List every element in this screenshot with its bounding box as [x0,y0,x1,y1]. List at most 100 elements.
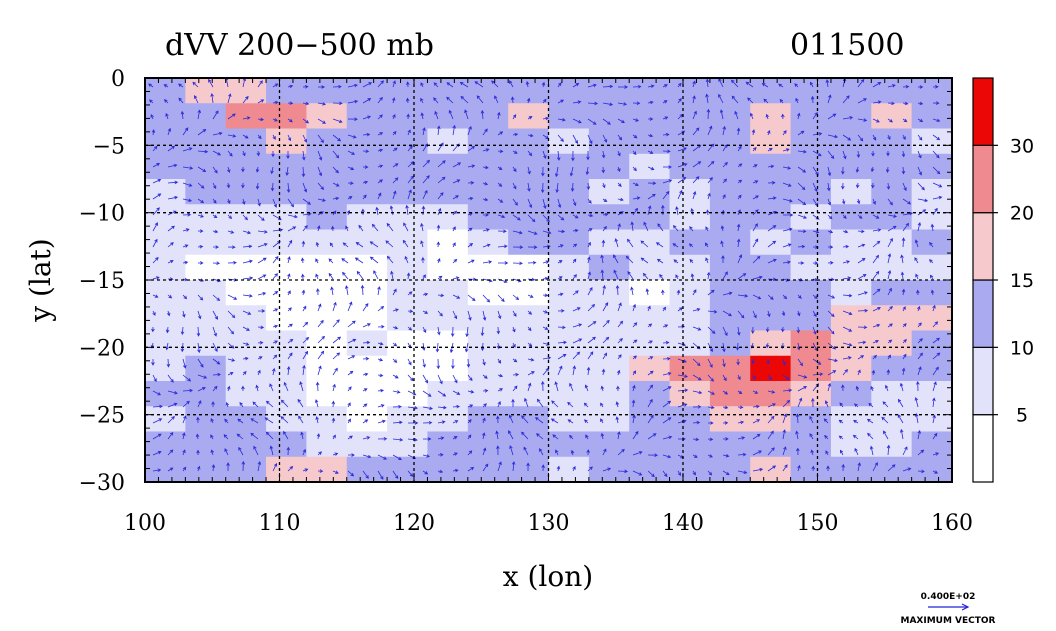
field-cell [871,406,913,433]
vector-arrow [677,176,687,184]
vector-arrow [512,150,518,154]
vector-arrow [632,303,636,312]
field-cell [427,153,469,180]
vector-arrow [797,112,801,120]
vector-arrow [227,214,233,219]
vector-arrow [392,358,398,363]
vector-arrow [749,112,754,120]
vector-arrow [227,113,236,120]
vector-arrow [625,255,634,264]
vector-arrow [317,335,325,344]
vector-arrow [872,198,876,205]
vector-arrow [467,294,476,302]
field-cell [669,330,711,357]
vector-arrow [152,450,162,456]
y-tick-labels: 0−5−10−15−20−25−30 [79,67,125,496]
vector-arrow [930,223,935,232]
field-cell [588,179,630,205]
field-cell [669,229,711,256]
vector-arrow [570,449,575,456]
vector-arrow [437,275,443,280]
vector-arrow [542,310,549,314]
vector-arrow [406,272,411,280]
vector-arrow [527,326,532,332]
field-cell [266,456,307,483]
vector-arrow [241,182,245,189]
vector-arrow [521,415,529,424]
vector-arrow [617,182,622,188]
vector-arrow [166,310,171,317]
vector-arrow [557,99,565,104]
field-cell [629,280,671,306]
vector-arrow [452,436,458,440]
vector-arrow [782,388,793,393]
vector-arrow [692,326,702,331]
vector-arrow [302,364,306,376]
vector-arrow [464,109,469,120]
vector-arrow [767,147,773,152]
vector-arrow [422,274,426,280]
vector-arrow [587,466,593,472]
vector-arrow [257,257,267,264]
vector-arrow [332,210,337,216]
vector-arrow [841,198,846,205]
vector-arrow [602,284,606,296]
vector-arrow [437,326,441,336]
vector-arrow [672,224,679,232]
vector-arrow [302,350,309,360]
vector-arrow [406,113,410,120]
field-cell [306,128,348,155]
vector-arrow [601,368,606,376]
vector-arrow [316,433,321,440]
vector-arrow [867,432,874,440]
vector-arrow [512,214,521,221]
vector-arrow [167,163,178,168]
vector-arrow [392,163,399,168]
vector-arrow [242,342,250,346]
vector-arrow [677,358,687,363]
field-cell [629,355,671,382]
vector-arrow [257,198,261,207]
field-cell [185,153,227,180]
field-cell [548,78,590,104]
vector-arrow [587,134,593,145]
vector-arrow [406,81,410,88]
vector-arrow [482,403,487,408]
vector-arrow [212,385,218,392]
vector-arrow [630,221,634,232]
field-cell [911,229,953,256]
vector-arrow [632,207,638,216]
field-cell [266,330,307,357]
vector-arrow [872,270,880,280]
vector-arrow [707,390,715,395]
vector-arrow [390,270,394,280]
vector-arrow [735,342,740,351]
vector-arrow [257,214,265,221]
vector-arrow [482,447,487,456]
vector-arrow [347,370,354,376]
vector-arrow [287,338,294,344]
vector-arrow [677,163,688,168]
field-cell [629,330,671,357]
vector-arrow [163,84,169,88]
vector-arrow [422,390,432,397]
field-cell [790,229,832,256]
field-cell [548,103,590,130]
vector-arrow [452,226,456,232]
field-cell [508,229,550,256]
vector-arrow [812,166,819,176]
vector-arrow [752,450,762,456]
vector-arrow [752,180,759,184]
field-cell [911,103,953,130]
vector-arrow [526,97,531,104]
vector-arrow [257,99,265,104]
vector-arrow [797,294,802,299]
field-cell [266,254,307,281]
field-cell [830,406,872,433]
vector-arrow [917,221,922,232]
field-cell [306,456,348,483]
vector-arrow [782,227,793,232]
vector-arrow [917,429,921,440]
vector-arrow [535,417,544,424]
vector-arrow [264,417,274,424]
